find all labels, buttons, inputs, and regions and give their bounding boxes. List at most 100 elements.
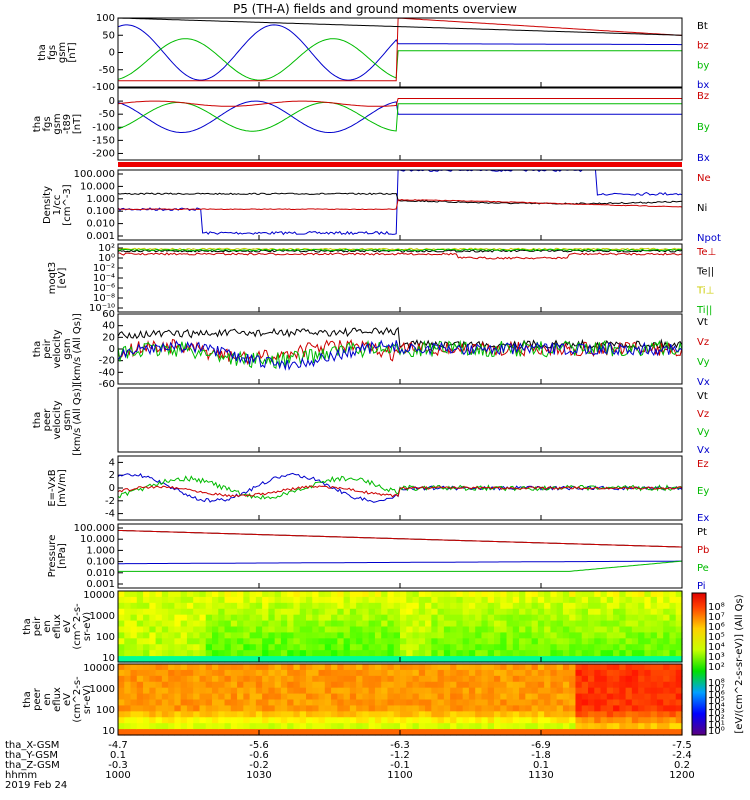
- heatmap-cell: [594, 626, 602, 634]
- heatmap-cell: [462, 626, 470, 634]
- heatmap-cell: [475, 638, 483, 645]
- heatmap-cell: [268, 626, 276, 634]
- heatmap-cell: [149, 711, 157, 718]
- heatmap-cell: [224, 632, 232, 639]
- heatmap-cell: [237, 711, 244, 718]
- heatmap-cell: [274, 693, 282, 701]
- heatmap-cell: [149, 596, 157, 604]
- heatmap-cell: [468, 717, 476, 724]
- heatmap-cell: [212, 664, 219, 671]
- heatmap-cell: [437, 656, 445, 663]
- ytick-label: 100.000: [74, 169, 115, 180]
- legend-Pi: Pi: [697, 581, 706, 592]
- series-bt: [117, 17, 683, 36]
- ylabel-line: -t89: [62, 114, 73, 134]
- heatmap-cell: [600, 717, 608, 724]
- heatmap-cell: [625, 608, 633, 616]
- heatmap-cell: [237, 656, 244, 663]
- heatmap-cell: [374, 699, 382, 707]
- heatmap-cell: [525, 729, 533, 736]
- heatmap-cell: [230, 638, 238, 645]
- heatmap-cell: [500, 711, 508, 718]
- heatmap-cell: [450, 632, 457, 639]
- heatmap-cell: [575, 669, 583, 677]
- ytick-label: -100: [92, 82, 115, 93]
- heatmap-cell: [343, 717, 351, 724]
- heatmap-cell: [525, 717, 533, 724]
- heatmap-cell: [262, 664, 269, 671]
- heatmap-cell: [381, 681, 389, 689]
- heatmap-cell: [512, 664, 520, 671]
- heatmap-cell: [450, 620, 457, 628]
- ytick-label: 10⁻⁸: [93, 293, 115, 304]
- heatmap-cell: [136, 620, 144, 628]
- heatmap-cell: [186, 626, 194, 634]
- heatmap-cell: [255, 650, 263, 657]
- heatmap-cell: [550, 711, 558, 718]
- heatmap-cell: [494, 664, 501, 671]
- heatmap-cell: [255, 699, 263, 707]
- heatmap-cell: [650, 644, 658, 651]
- heatmap-cell: [400, 711, 407, 718]
- heatmap-cell: [274, 656, 282, 663]
- heatmap-cell: [512, 669, 520, 677]
- heatmap-cell: [443, 650, 451, 657]
- heatmap-cell: [562, 664, 570, 671]
- xaxis-row-label: hhmm: [5, 770, 37, 781]
- heatmap-cell: [656, 591, 664, 598]
- heatmap-cell: [243, 632, 251, 639]
- heatmap-cell: [218, 664, 226, 671]
- heatmap-cell: [494, 681, 501, 689]
- heatmap-cell: [418, 729, 426, 736]
- heatmap-cell: [437, 711, 445, 718]
- heatmap-cell: [387, 669, 395, 677]
- heatmap-cell: [255, 675, 263, 683]
- heatmap-cell: [556, 681, 564, 689]
- heatmap-cell: [143, 711, 150, 718]
- heatmap-cell: [656, 608, 664, 616]
- heatmap-cell: [537, 632, 545, 639]
- heatmap-cell: [638, 644, 645, 651]
- heatmap-cell: [149, 687, 157, 695]
- heatmap-cell: [324, 626, 332, 634]
- heatmap-cell: [400, 723, 407, 730]
- heatmap-cell: [331, 675, 338, 683]
- heatmap-cell: [619, 717, 627, 724]
- heatmap-cell: [268, 602, 276, 610]
- heatmap-cell: [331, 687, 338, 695]
- heatmap-cell: [143, 614, 150, 622]
- heatmap-cell: [525, 723, 533, 730]
- heatmap-cell: [663, 711, 671, 718]
- heatmap-cell: [663, 620, 671, 628]
- heatmap-cell: [149, 669, 157, 677]
- panel-density: Density1/cc[cm^-3]100.00010.0001.0000.10…: [42, 169, 721, 244]
- heatmap-cell: [161, 664, 169, 671]
- heatmap-cell: [280, 626, 288, 634]
- heatmap-cell: [556, 675, 564, 683]
- heatmap-cell: [531, 614, 539, 622]
- heatmap-cell: [193, 596, 201, 604]
- heatmap-cell: [243, 614, 251, 622]
- heatmap-cell: [155, 711, 163, 718]
- heatmap-cell: [393, 591, 401, 598]
- heatmap-cell: [337, 638, 345, 645]
- heatmap-cell: [168, 608, 175, 616]
- heatmap-cell: [318, 602, 326, 610]
- heatmap-cell: [262, 632, 269, 639]
- heatmap-cell: [149, 614, 157, 622]
- heatmap-cell: [650, 632, 658, 639]
- heatmap-cell: [180, 693, 188, 701]
- heatmap-cell: [656, 717, 664, 724]
- heatmap-cell: [613, 620, 620, 628]
- heatmap-cell: [531, 656, 539, 663]
- heatmap-cell: [443, 626, 451, 634]
- heatmap-cell: [324, 632, 332, 639]
- heatmap-cell: [544, 705, 551, 712]
- heatmap-cell: [255, 687, 263, 695]
- heatmap-cell: [293, 626, 301, 634]
- heatmap-cell: [124, 608, 132, 616]
- heatmap-cell: [656, 687, 664, 695]
- heatmap-cell: [425, 591, 432, 598]
- heatmap-cell: [243, 620, 251, 628]
- heatmap-cell: [400, 644, 407, 651]
